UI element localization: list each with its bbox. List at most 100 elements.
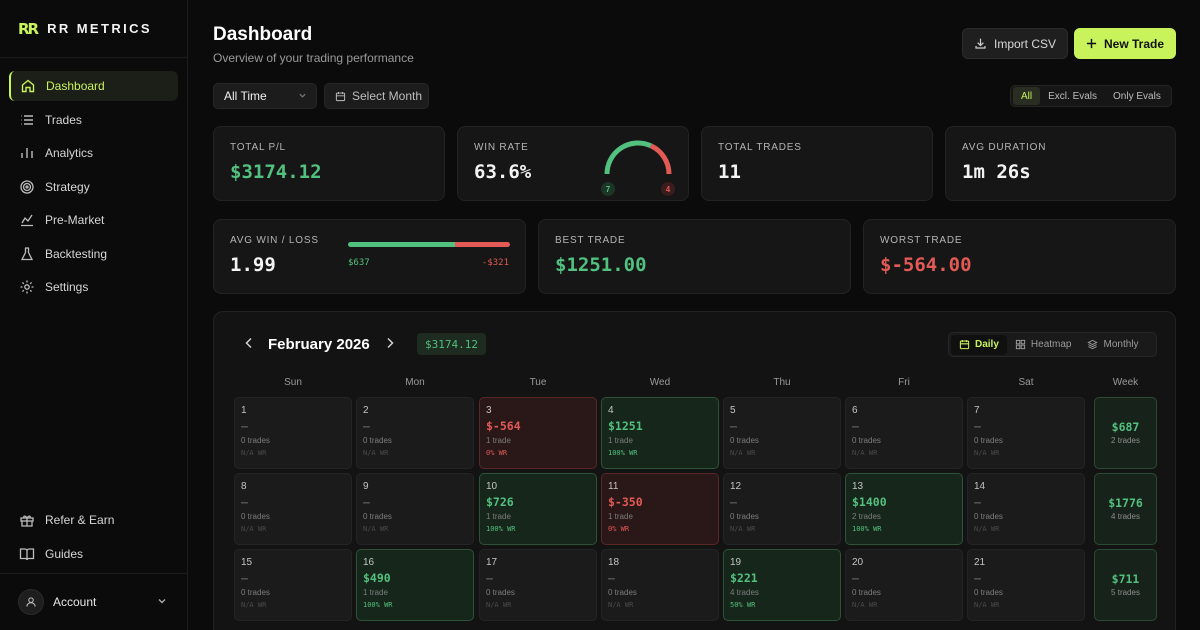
sidebar-item-guides[interactable]: Guides — [9, 539, 178, 569]
chart-pulse-icon — [19, 212, 35, 228]
day-pnl: $1251 — [608, 419, 643, 433]
sidebar-item-label: Pre-Market — [45, 213, 105, 227]
sidebar-item-settings[interactable]: Settings — [9, 272, 178, 302]
sidebar-item-label: Dashboard — [46, 79, 105, 93]
day-trade-count: 0 trades — [363, 512, 392, 521]
sidebar-nav: Dashboard Trades Analytics Strategy Pre-… — [0, 58, 187, 302]
weekday-header: Sun — [284, 377, 302, 388]
day-trade-count: 0 trades — [974, 512, 1003, 521]
day-win-rate: N/A WR — [730, 449, 756, 457]
day-win-rate: 100% WR — [363, 601, 393, 609]
calendar-day-cell[interactable]: 5 — 0 trades N/A WR — [723, 397, 841, 469]
account-label: Account — [53, 595, 97, 609]
week-summary-cell[interactable]: $687 2 trades — [1094, 397, 1157, 469]
month-total-badge: $3174.12 — [417, 333, 486, 355]
day-win-rate: 0% WR — [486, 449, 508, 457]
calendar-day-cell[interactable]: 21 — 0 trades N/A WR — [967, 549, 1085, 621]
day-number: 5 — [730, 405, 736, 416]
calendar-day-cell[interactable]: 17 — 0 trades N/A WR — [479, 549, 597, 621]
time-range-select[interactable]: All Time — [213, 83, 317, 109]
weekday-header: Wed — [649, 377, 671, 388]
brand[interactable]: RR RR METRICS — [0, 0, 187, 58]
calendar-day-cell[interactable]: 3 $-564 1 trade 0% WR — [479, 397, 597, 469]
day-trade-count: 0 trades — [241, 436, 270, 445]
sidebar-item-label: Guides — [45, 546, 84, 561]
calendar-day-cell[interactable]: 15 — 0 trades N/A WR — [234, 549, 352, 621]
day-win-rate: 100% WR — [608, 449, 638, 457]
sidebar-item-pre-market[interactable]: Pre-Market — [9, 205, 178, 235]
calendar-day-cell[interactable]: 2 — 0 trades N/A WR — [356, 397, 474, 469]
brand-name: RR METRICS — [47, 21, 152, 36]
day-trade-count: 0 trades — [486, 588, 515, 597]
day-number: 19 — [730, 557, 742, 568]
total-pl-card: TOTAL P/L $3174.12 — [213, 126, 445, 201]
calendar-day-cell[interactable]: 8 — 0 trades N/A WR — [234, 473, 352, 545]
calendar-day-cell[interactable]: 10 $726 1 trade 100% WR — [479, 473, 597, 545]
day-trade-count: 0 trades — [363, 436, 392, 445]
calendar-day-cell[interactable]: 4 $1251 1 trade 100% WR — [601, 397, 719, 469]
day-number: 11 — [608, 481, 619, 492]
calendar-day-cell[interactable]: 6 — 0 trades N/A WR — [845, 397, 963, 469]
chevron-right-icon[interactable] — [385, 336, 395, 352]
sidebar-item-trades[interactable]: Trades — [9, 105, 178, 135]
segment-all[interactable]: All — [1013, 87, 1041, 105]
segment-only-evals[interactable]: Only Evals — [1113, 90, 1161, 102]
day-trade-count: 2 trades — [852, 512, 881, 521]
calendar-day-cell[interactable]: 12 — 0 trades N/A WR — [723, 473, 841, 545]
view-heatmap-button[interactable]: Heatmap — [1007, 335, 1080, 355]
calendar-day-cell[interactable]: 7 — 0 trades N/A WR — [967, 397, 1085, 469]
day-trade-count: 0 trades — [241, 512, 270, 521]
day-trade-count: 0 trades — [608, 588, 637, 597]
weekday-header: Week — [1112, 377, 1139, 388]
calendar-icon — [335, 91, 346, 102]
calendar-day-cell[interactable]: 9 — 0 trades N/A WR — [356, 473, 474, 545]
calendar-day-cell[interactable]: 11 $-350 1 trade 0% WR — [601, 473, 719, 545]
sidebar-item-refer-earn[interactable]: Refer & Earn — [9, 505, 178, 535]
day-number: 21 — [974, 557, 986, 568]
sidebar-item-analytics[interactable]: Analytics — [9, 138, 178, 168]
day-number: 17 — [486, 557, 498, 568]
sidebar-item-backtesting[interactable]: Backtesting — [9, 239, 178, 269]
calendar-month: February 2026 — [268, 336, 370, 353]
card-label: WIN RATE — [474, 142, 529, 153]
day-pnl: — — [241, 571, 248, 585]
calendar-day-cell[interactable]: 1 — 0 trades N/A WR — [234, 397, 352, 469]
month-select[interactable]: Select Month — [324, 83, 429, 109]
day-win-rate: N/A WR — [241, 525, 267, 533]
view-daily-button[interactable]: Daily — [951, 334, 1007, 355]
day-pnl: $1400 — [852, 495, 887, 509]
day-pnl: — — [241, 495, 248, 509]
day-win-rate: N/A WR — [363, 525, 389, 533]
segment-excl-evals[interactable]: Excl. Evals — [1048, 90, 1098, 102]
sidebar-item-label: Refer & Earn — [45, 513, 115, 527]
calendar-icon — [959, 339, 970, 350]
calendar-day-cell[interactable]: 14 — 0 trades N/A WR — [967, 473, 1085, 545]
import-csv-button[interactable]: Import CSV — [962, 28, 1068, 59]
day-trade-count: 0 trades — [241, 588, 270, 597]
account-menu[interactable]: Account — [0, 573, 187, 630]
card-label: AVG WIN / LOSS — [230, 235, 319, 246]
day-win-rate: N/A WR — [363, 449, 389, 457]
chevron-left-icon[interactable] — [244, 336, 254, 352]
week-summary-cell[interactable]: $1776 4 trades — [1094, 473, 1157, 545]
calendar-day-cell[interactable]: 18 — 0 trades N/A WR — [601, 549, 719, 621]
calendar-day-cell[interactable]: 19 $221 4 trades 50% WR — [723, 549, 841, 621]
calendar-day-cell[interactable]: 20 — 0 trades N/A WR — [845, 549, 963, 621]
best-trade-value: $1251.00 — [555, 254, 647, 276]
calendar-day-cell[interactable]: 16 $490 1 trade 100% WR — [356, 549, 474, 621]
sidebar-item-dashboard[interactable]: Dashboard — [9, 71, 178, 101]
sidebar-item-strategy[interactable]: Strategy — [9, 172, 178, 202]
avg-duration-card: AVG DURATION 1m 26s — [945, 126, 1176, 201]
new-trade-button[interactable]: New Trade — [1074, 28, 1176, 59]
week-pnl: $1776 — [1108, 496, 1143, 510]
day-pnl: $490 — [363, 571, 391, 585]
day-win-rate: N/A WR — [974, 525, 1000, 533]
view-monthly-button[interactable]: Monthly — [1079, 335, 1146, 355]
worst-trade-value: $-564.00 — [880, 254, 972, 276]
day-pnl: — — [974, 419, 981, 433]
week-summary-cell[interactable]: $711 5 trades — [1094, 549, 1157, 621]
day-trade-count: 0 trades — [974, 436, 1003, 445]
layers-icon — [1087, 339, 1099, 350]
weekday-header: Thu — [773, 377, 791, 388]
calendar-day-cell[interactable]: 13 $1400 2 trades 100% WR — [845, 473, 963, 545]
